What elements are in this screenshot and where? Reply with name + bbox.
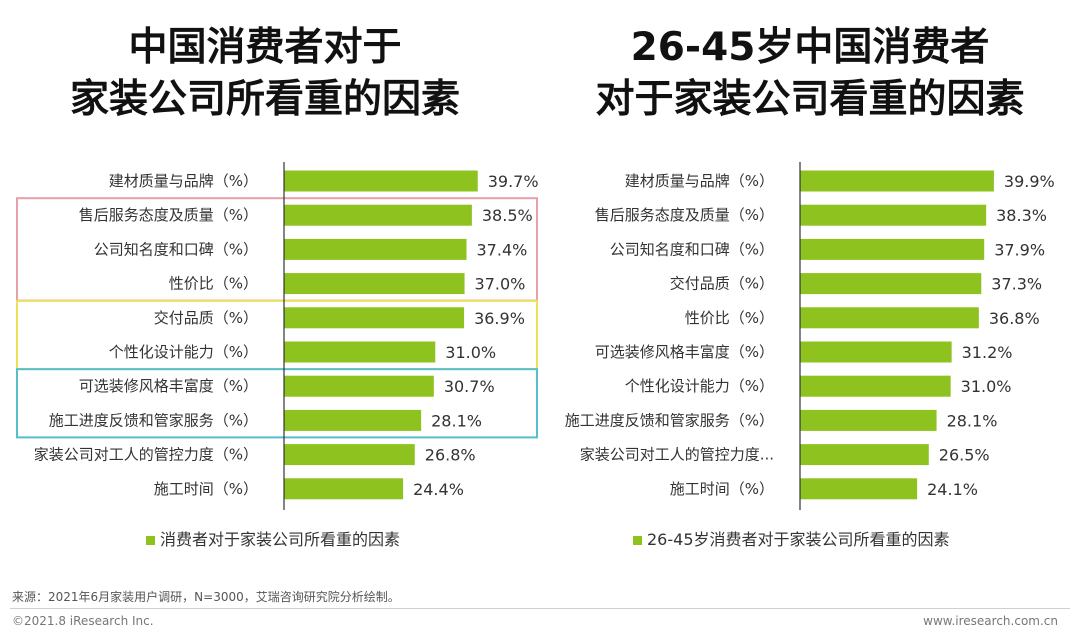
right-value-label-10: 24.1%	[927, 480, 978, 499]
right-category-label-5: 性价比（%）	[685, 309, 774, 327]
right-value-label-4: 37.3%	[991, 275, 1042, 294]
right-category-label-10: 施工时间（%）	[670, 480, 774, 498]
right-category-label-8: 施工进度反馈和管家服务（%）	[565, 411, 774, 429]
right-category-label-9: 家装公司对工人的管控力度...	[580, 446, 774, 464]
right-bar-8	[800, 409, 937, 431]
left-category-label-8: 施工进度反馈和管家服务（%）	[49, 411, 258, 429]
right-value-label-9: 26.5%	[939, 446, 990, 465]
right-category-label-6: 可选装修风格丰富度（%）	[595, 343, 774, 361]
right-value-label-6: 31.2%	[962, 343, 1013, 362]
right-legend-label: 26-45岁消费者对于家装公司所看重的因素	[647, 530, 950, 549]
left-bar-8	[284, 409, 422, 431]
left-category-label-9: 家装公司对工人的管控力度（%）	[34, 446, 258, 464]
left-value-label-3: 37.4%	[477, 240, 528, 259]
right-value-label-7: 31.0%	[961, 377, 1012, 396]
right-bar-4	[800, 273, 982, 295]
right-bar-2	[800, 204, 987, 226]
chart-title-right-line-1: 26-45岁中国消费者	[630, 25, 990, 70]
bar-charts: 建材质量与品牌（%） 39.7% 售后服务态度及质量（%） 38.5% 公司知名度和口碑…	[16, 162, 1055, 549]
left-bar-1	[284, 170, 478, 192]
left-value-label-1: 39.7%	[488, 172, 539, 191]
left-group-box-cyan	[16, 368, 538, 439]
left-category-label-2: 售后服务态度及质量（%）	[79, 206, 258, 224]
right-value-label-2: 38.3%	[996, 206, 1047, 225]
copyright: ©2021.8 iResearch Inc.	[12, 614, 154, 628]
left-value-label-7: 30.7%	[444, 377, 495, 396]
left-category-label-10: 施工时间（%）	[154, 480, 258, 498]
left-value-label-10: 24.4%	[413, 480, 464, 499]
right-bar-5	[800, 307, 979, 329]
right-category-label-4: 交付品质（%）	[670, 275, 774, 293]
left-value-label-2: 38.5%	[482, 206, 533, 225]
left-value-label-5: 36.9%	[474, 309, 525, 328]
left-bar-9	[284, 444, 415, 466]
left-bar-10	[284, 478, 404, 500]
chart-title-left-line-2: 家装公司所看重的因素	[69, 77, 460, 122]
footer-divider	[10, 608, 1070, 609]
right-category-label-7: 个性化设计能力（%）	[625, 377, 774, 395]
left-bar-2	[284, 204, 472, 226]
left-bar-4	[284, 273, 465, 295]
right-category-label-3: 公司知名度和口碑（%）	[610, 240, 774, 258]
left-bar-7	[284, 375, 434, 397]
right-value-label-8: 28.1%	[947, 411, 998, 430]
left-value-label-4: 37.0%	[475, 275, 526, 294]
website-url: www.iresearch.com.cn	[923, 614, 1058, 628]
left-category-label-7: 可选装修风格丰富度（%）	[79, 377, 258, 395]
left-legend-label: 消费者对于家装公司所看重的因素	[160, 530, 400, 549]
left-value-label-8: 28.1%	[431, 411, 482, 430]
left-value-label-9: 26.8%	[425, 446, 476, 465]
right-legend-swatch	[633, 536, 642, 545]
right-value-label-5: 36.8%	[989, 309, 1040, 328]
right-category-label-1: 建材质量与品牌（%）	[625, 172, 774, 190]
left-category-label-3: 公司知名度和口碑（%）	[94, 240, 258, 258]
right-bar-6	[800, 341, 952, 363]
right-category-label-2: 售后服务态度及质量（%）	[595, 206, 774, 224]
chart-title-right: 26-45岁中国消费者 对于家装公司看重的因素	[560, 22, 1060, 126]
left-category-label-1: 建材质量与品牌（%）	[109, 172, 258, 190]
right-bar-9	[800, 444, 929, 466]
left-category-label-4: 性价比（%）	[169, 275, 258, 293]
left-legend-swatch	[146, 536, 155, 545]
right-bar-3	[800, 238, 985, 260]
left-category-label-6: 个性化设计能力（%）	[109, 343, 258, 361]
right-value-label-1: 39.9%	[1004, 172, 1055, 191]
right-bar-10	[800, 478, 918, 500]
source-note: 来源：2021年6月家装用户调研，N=3000，艾瑞咨询研究院分析绘制。	[12, 590, 400, 604]
left-bar-5	[284, 307, 465, 329]
left-bar-3	[284, 238, 467, 260]
chart-title-left: 中国消费者对于 家装公司所看重的因素	[30, 22, 500, 126]
right-bar-1	[800, 170, 994, 192]
right-value-label-3: 37.9%	[994, 240, 1045, 259]
left-bar-6	[284, 341, 436, 363]
right-bar-7	[800, 375, 951, 397]
chart-title-right-line-2: 对于家装公司看重的因素	[595, 77, 1025, 122]
left-value-label-6: 31.0%	[445, 343, 496, 362]
chart-title-left-line-1: 中国消费者对于	[128, 25, 402, 70]
left-category-label-5: 交付品质（%）	[154, 309, 258, 327]
